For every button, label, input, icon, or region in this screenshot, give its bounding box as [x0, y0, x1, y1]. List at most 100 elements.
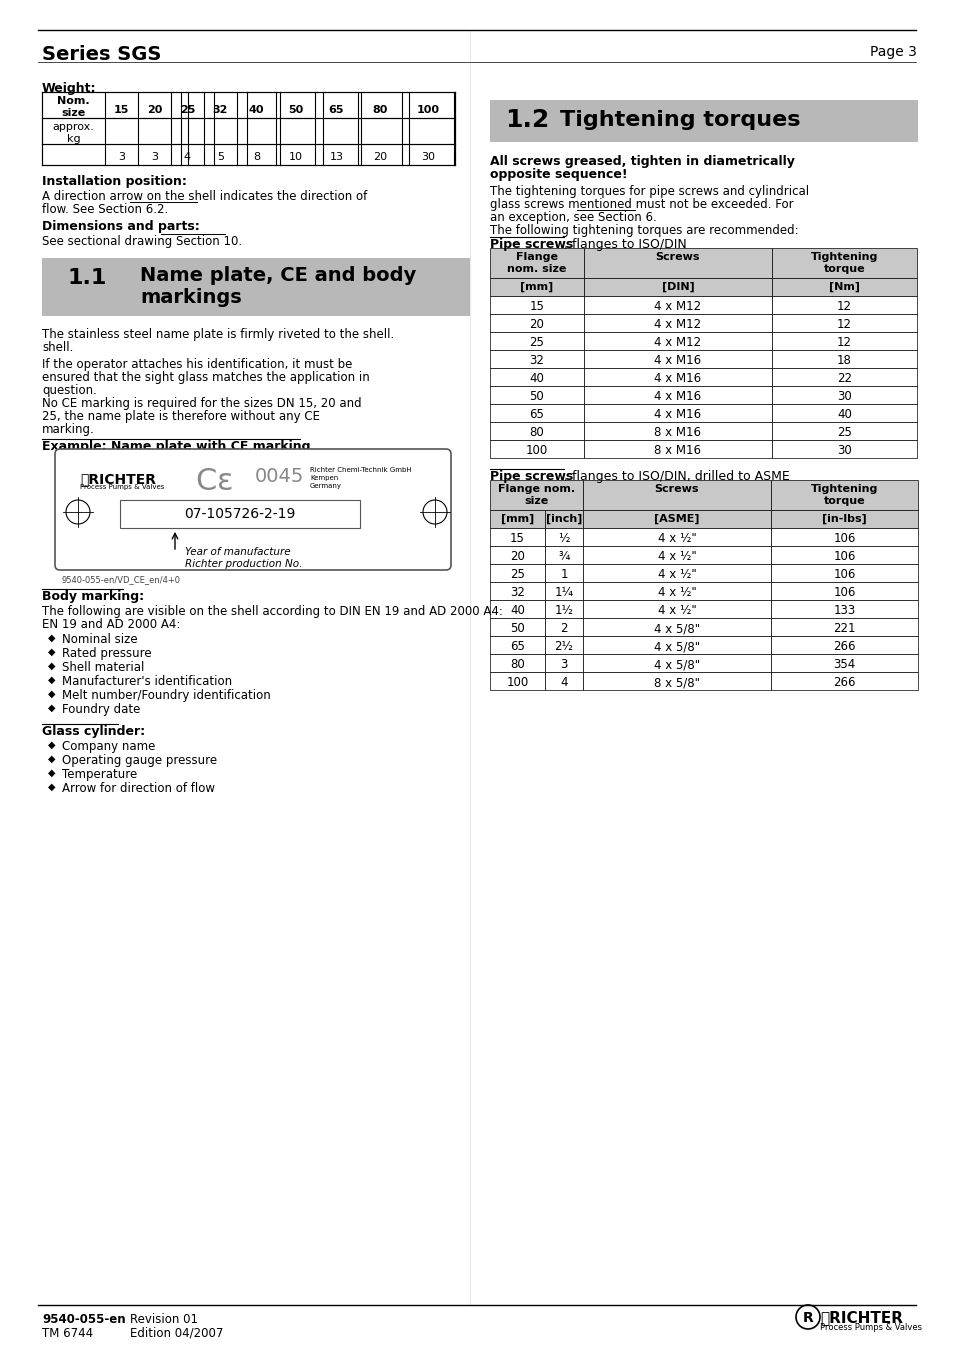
Bar — [490, 296, 583, 313]
Text: [Nm]: [Nm] — [828, 282, 859, 292]
Text: The following tightening torques are recommended:: The following tightening torques are rec… — [490, 224, 798, 236]
Text: 25: 25 — [836, 426, 851, 439]
Text: 221: 221 — [832, 621, 855, 635]
Bar — [582, 509, 770, 528]
Text: 32: 32 — [529, 354, 544, 367]
Bar — [771, 367, 916, 386]
Bar — [490, 480, 582, 509]
Text: 4: 4 — [559, 676, 567, 689]
Text: 25, the name plate is therefore without any CE: 25, the name plate is therefore without … — [42, 409, 319, 423]
Text: 20: 20 — [373, 153, 387, 162]
Text: A direction arrow on the shell indicates the direction of: A direction arrow on the shell indicates… — [42, 190, 367, 203]
Bar — [490, 422, 583, 440]
Text: 10: 10 — [288, 153, 302, 162]
Bar — [583, 386, 771, 404]
Text: 9540-055-en: 9540-055-en — [42, 1313, 126, 1325]
Text: Pipe screws: Pipe screws — [490, 470, 573, 484]
Text: 4 x M12: 4 x M12 — [654, 317, 700, 331]
Text: 106: 106 — [832, 567, 855, 581]
Text: ensured that the sight glass matches the application in: ensured that the sight glass matches the… — [42, 372, 370, 384]
Text: 4 x M16: 4 x M16 — [654, 372, 700, 385]
Text: ◆: ◆ — [48, 676, 55, 685]
Text: 133: 133 — [833, 604, 855, 617]
Text: ⓇRICHTER: ⓇRICHTER — [80, 471, 156, 486]
Bar — [490, 509, 544, 528]
Text: 30: 30 — [836, 444, 851, 457]
Text: ◆: ◆ — [48, 634, 55, 643]
Text: 106: 106 — [832, 532, 855, 544]
Bar — [544, 528, 582, 546]
Text: 15: 15 — [113, 105, 129, 115]
Text: The stainless steel name plate is firmly riveted to the shell.: The stainless steel name plate is firmly… — [42, 328, 394, 340]
Text: Foundry date: Foundry date — [62, 703, 140, 716]
Text: Year of manufacture: Year of manufacture — [185, 547, 291, 557]
Bar — [771, 440, 916, 458]
Text: 1¼: 1¼ — [554, 586, 573, 598]
Text: 12: 12 — [836, 300, 851, 313]
Text: 40: 40 — [510, 604, 524, 617]
Text: [inch]: [inch] — [545, 513, 581, 524]
Text: 266: 266 — [832, 676, 855, 689]
Bar — [771, 296, 916, 313]
Text: ◆: ◆ — [48, 782, 55, 792]
Bar — [544, 617, 582, 636]
Bar — [771, 422, 916, 440]
Text: [mm]: [mm] — [500, 513, 534, 524]
Bar — [771, 249, 916, 278]
Bar — [583, 249, 771, 278]
Bar — [582, 617, 770, 636]
Bar — [490, 528, 544, 546]
Text: 80: 80 — [372, 105, 387, 115]
Bar — [582, 671, 770, 690]
Text: Revision 01: Revision 01 — [130, 1313, 198, 1325]
Bar — [582, 563, 770, 582]
Text: 25: 25 — [179, 105, 195, 115]
Text: marking.: marking. — [42, 423, 94, 436]
Text: 8 x M16: 8 x M16 — [654, 444, 700, 457]
Bar — [770, 600, 917, 617]
Text: ◆: ◆ — [48, 661, 55, 671]
Text: 4 x M12: 4 x M12 — [654, 300, 700, 313]
Text: The tightening torques for pipe screws and cylindrical: The tightening torques for pipe screws a… — [490, 185, 808, 199]
Text: ◆: ◆ — [48, 740, 55, 750]
Bar — [770, 528, 917, 546]
Text: 12: 12 — [836, 317, 851, 331]
Text: 266: 266 — [832, 640, 855, 653]
Text: 8 x 5/8": 8 x 5/8" — [654, 676, 700, 689]
Bar — [490, 671, 544, 690]
Bar — [582, 546, 770, 563]
Text: 100: 100 — [416, 105, 439, 115]
Bar — [583, 367, 771, 386]
Text: Manufacturer's identification: Manufacturer's identification — [62, 676, 232, 688]
Bar — [490, 386, 583, 404]
Bar — [490, 404, 583, 422]
Text: 4 x M12: 4 x M12 — [654, 336, 700, 349]
Text: Kempen: Kempen — [310, 476, 338, 481]
Text: 2: 2 — [559, 621, 567, 635]
Bar — [490, 582, 544, 600]
Text: Installation position:: Installation position: — [42, 176, 187, 188]
Bar — [583, 440, 771, 458]
Text: 13: 13 — [329, 153, 343, 162]
Text: Pipe screws: Pipe screws — [490, 238, 573, 251]
Text: ◆: ◆ — [48, 689, 55, 698]
Text: Nominal size: Nominal size — [62, 634, 137, 646]
Text: Tightening torques: Tightening torques — [559, 109, 800, 130]
Bar — [490, 563, 544, 582]
Text: 5: 5 — [216, 153, 224, 162]
Text: 07-105726-2-19: 07-105726-2-19 — [184, 507, 295, 521]
Text: 20: 20 — [529, 317, 544, 331]
Text: 100: 100 — [525, 444, 548, 457]
Bar — [770, 654, 917, 671]
Text: , flanges to ISO/DIN: , flanges to ISO/DIN — [563, 238, 686, 251]
Text: Process Pumps & Valves: Process Pumps & Valves — [80, 484, 164, 490]
Bar — [490, 249, 583, 278]
Text: 4 x ½": 4 x ½" — [657, 567, 696, 581]
Bar — [770, 671, 917, 690]
Bar — [490, 100, 917, 142]
Text: [mm]: [mm] — [519, 282, 553, 292]
Text: Glass cylinder:: Glass cylinder: — [42, 725, 145, 738]
Text: 50: 50 — [288, 105, 303, 115]
Text: 4 x ½": 4 x ½" — [657, 604, 696, 617]
Text: Operating gauge pressure: Operating gauge pressure — [62, 754, 217, 767]
